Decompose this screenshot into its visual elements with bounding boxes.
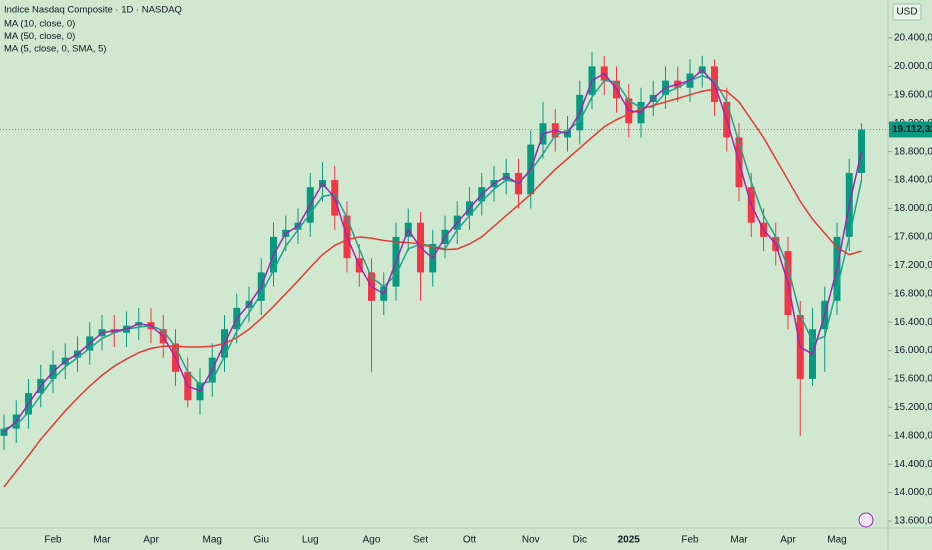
x-tick-label: Mag bbox=[203, 535, 222, 546]
y-tick-label: 18.000,00 bbox=[894, 203, 932, 214]
x-tick-label: Set bbox=[413, 535, 428, 546]
y-tick-label: 20.000,00 bbox=[894, 61, 932, 72]
y-tick-label: 19.600,00 bbox=[894, 89, 932, 100]
icon[interactable] bbox=[858, 512, 874, 528]
y-tick-label: 16.400,00 bbox=[894, 317, 932, 328]
x-tick-label: Feb bbox=[681, 535, 699, 546]
y-tick-label: 14.400,00 bbox=[894, 459, 932, 470]
y-tick-label: 13.600,00 bbox=[894, 516, 932, 527]
x-tick-label: Mar bbox=[730, 535, 748, 546]
x-tick-label: Ott bbox=[463, 535, 477, 546]
last-price-box bbox=[889, 121, 932, 138]
ma-line bbox=[3, 74, 863, 430]
chart-title: Indice Nasdaq Composite · 1D · NASDAQ bbox=[4, 5, 182, 16]
ma-line bbox=[3, 68, 863, 433]
plot: 13.600,00 14.000,00 14.400,00 14.800,00 15.2… bbox=[0, 33, 932, 546]
y-tick-label: 16.000,00 bbox=[894, 345, 932, 356]
x-tick-label: Apr bbox=[143, 535, 159, 546]
y-tick-label: 15.600,00 bbox=[894, 374, 932, 385]
legend: Indice Nasdaq Composite · 1D · NASDAQ MA… bbox=[4, 5, 182, 55]
x-tick-label: Mar bbox=[93, 535, 111, 546]
y-tick-label: 17.600,00 bbox=[894, 232, 932, 243]
x-tick-label: 2025 bbox=[618, 535, 641, 546]
currency: USD bbox=[896, 7, 917, 18]
x-tick-label: Lug bbox=[302, 535, 319, 546]
candle-body bbox=[858, 129, 865, 173]
legend-entry: MA (50, close, 0) bbox=[4, 31, 75, 42]
x-tick-label: Feb bbox=[44, 535, 62, 546]
y-tick-label: 16.800,00 bbox=[894, 288, 932, 299]
x-tick-label: Dic bbox=[573, 535, 587, 546]
legend-entry: MA (10, close, 0) bbox=[4, 19, 75, 30]
y-tick-label: 15.200,00 bbox=[894, 402, 932, 413]
candle-body bbox=[0, 428, 8, 436]
y-tick-label: 14.800,00 bbox=[894, 430, 932, 441]
x-tick-label: Ago bbox=[363, 535, 381, 546]
x-tick-label: Apr bbox=[780, 535, 796, 546]
last-price-label: 19.112,32 bbox=[892, 124, 932, 135]
y-tick-label: 17.200,00 bbox=[894, 260, 932, 271]
currency-box[interactable] bbox=[892, 3, 922, 21]
ma-line bbox=[3, 88, 862, 488]
x-tick-label: Giu bbox=[253, 535, 269, 546]
x-tick-label: Nov bbox=[522, 535, 540, 546]
y-tick-label: 18.800,00 bbox=[894, 146, 932, 157]
y-tick-label: 20.400,00 bbox=[894, 33, 932, 44]
legend-entry: MA (5, close, 0, SMA, 5) bbox=[4, 44, 106, 55]
y-tick-label: 14.000,00 bbox=[894, 487, 932, 498]
y-tick-label: 18.400,00 bbox=[894, 175, 932, 186]
x-tick-label: Mag bbox=[827, 535, 846, 546]
